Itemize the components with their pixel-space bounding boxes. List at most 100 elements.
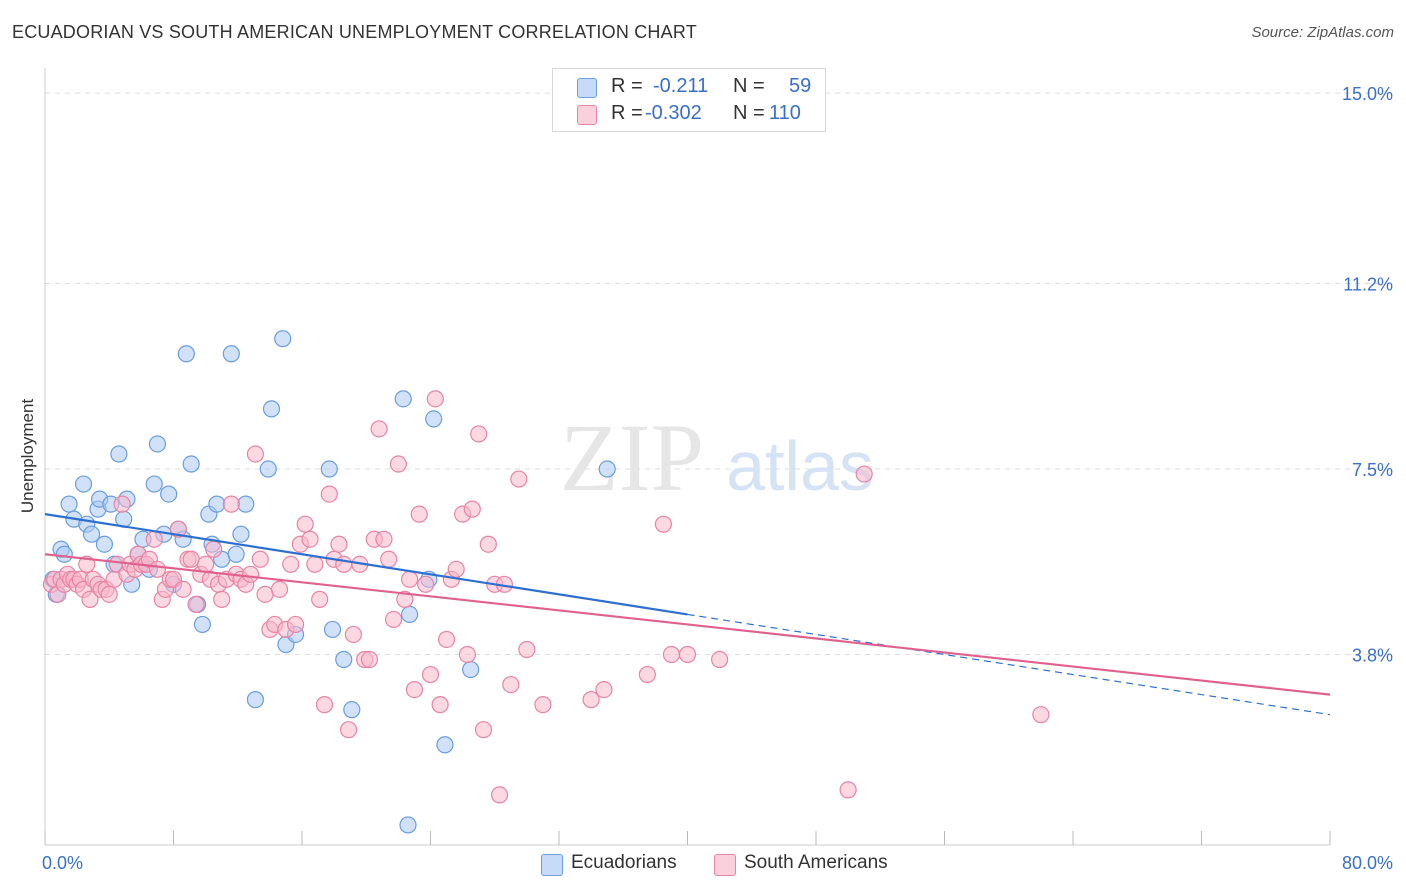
south-american-point (518, 640, 536, 659)
ecuadorian-point (145, 475, 163, 493)
ecuadorian-trend-line (44, 513, 688, 616)
ecuadorian-point (55, 545, 73, 563)
ecuadorian-point (193, 615, 212, 634)
south-american-point (389, 455, 407, 473)
south-american-point (301, 530, 319, 548)
bottom-legend-label: Ecuadorians (571, 852, 677, 873)
y-tick-label: 3.8% (1352, 646, 1393, 666)
ecuadorian-point (399, 816, 417, 834)
legend-r-label: R = (611, 102, 643, 124)
ecuadorian-point (320, 460, 338, 478)
south-american-point (638, 665, 656, 684)
source-label: Source: ZipAtlas.com (1251, 24, 1394, 41)
south-american-point (490, 786, 509, 804)
south-american-point (113, 495, 131, 513)
ecuadorian-point (462, 660, 480, 679)
south-american-trend-line (44, 553, 1331, 696)
ecuadorian-point (74, 475, 93, 493)
south-american-point (222, 495, 240, 513)
y-axis-label: Unemployment (18, 399, 37, 514)
south-american-point (81, 590, 99, 608)
south-american-point (182, 550, 200, 568)
ecuadorian-point (262, 400, 281, 418)
ecuadorian-point (343, 701, 361, 719)
south-american-point (474, 721, 493, 739)
south-american-point (197, 555, 215, 573)
ecuadorian-point (208, 495, 226, 513)
south-american-point (320, 485, 338, 503)
x-tick-label-min: 0.0% (42, 853, 83, 873)
south-american-point (417, 575, 435, 593)
south-american-point (174, 580, 192, 598)
tick-labels: 3.8% 7.5% 11.2% 15.0% 0.0% 80.0% (42, 84, 1393, 873)
legend-swatch-pink (577, 105, 597, 125)
ecuadorian-point (160, 485, 178, 503)
data-points (42, 330, 1050, 834)
south-american-point (296, 515, 314, 533)
south-american-point (251, 550, 269, 568)
ecuadorian-point (237, 495, 255, 513)
south-american-point (711, 650, 729, 669)
south-american-point (502, 675, 520, 694)
ecuadorian-point (436, 736, 454, 754)
south-american-point (431, 696, 449, 714)
ecuadorian-point (323, 620, 342, 639)
south-american-point (246, 445, 265, 463)
south-american-point (213, 590, 231, 608)
south-american-point (360, 650, 379, 669)
ecuadorian-point (335, 650, 353, 669)
south-american-point (384, 610, 403, 629)
south-american-point (315, 696, 334, 714)
bottom-legend-swatch-pink (714, 854, 736, 876)
south-american-point (447, 560, 465, 578)
watermark: ZIP atlas (560, 404, 874, 511)
south-american-point (662, 645, 681, 664)
south-american-point (654, 515, 673, 533)
legend-r-label: R = (611, 75, 643, 97)
ecuadorian-point (274, 330, 292, 348)
ecuadorian-point (222, 345, 240, 363)
south-american-point (1032, 706, 1050, 724)
correlation-legend: R = -0.211 N = 59 R = -0.302 N = 110 (552, 68, 826, 132)
south-american-point (839, 781, 857, 799)
south-american-point (286, 615, 305, 634)
ecuadorian-point (227, 545, 245, 563)
watermark-atlas: atlas (726, 427, 874, 505)
south-american-point (426, 390, 444, 408)
south-american-point (678, 645, 697, 664)
south-american-point (205, 540, 223, 558)
legend-r-value: -0.302 (645, 102, 702, 124)
ecuadorian-point (177, 345, 195, 363)
south-american-point (401, 570, 419, 588)
ecuadorian-point (401, 605, 419, 624)
south-american-point (458, 645, 477, 664)
ecuadorian-point (148, 435, 167, 453)
south-american-point (282, 555, 300, 573)
south-american-point (311, 590, 329, 608)
ecuadorian-point (82, 525, 101, 543)
south-american-point (479, 535, 497, 553)
south-american-point (306, 555, 324, 573)
south-american-point (510, 470, 528, 488)
ecuadorian-point (95, 535, 114, 553)
south-american-point (463, 500, 481, 518)
ecuadorian-point (394, 390, 412, 408)
legend-n-value: 59 (789, 75, 812, 97)
trend-lines (44, 513, 1331, 716)
south-american-point (582, 691, 600, 709)
south-american-point (335, 555, 353, 573)
legend-r-value: -0.211 (653, 75, 709, 97)
south-american-point (534, 696, 552, 714)
ecuadorian-point (425, 410, 443, 428)
y-tick-label: 11.2% (1343, 275, 1393, 295)
south-american-point (437, 630, 456, 649)
x-tick-label-max: 80.0% (1342, 853, 1393, 873)
ecuadorian-point (598, 460, 616, 478)
south-american-point (187, 595, 205, 613)
bottom-legend-swatch-blue (541, 854, 563, 876)
ecuadorian-point (60, 495, 78, 513)
south-american-point (396, 590, 414, 608)
ecuadorian-point (110, 445, 128, 463)
ecuadorian-trend-extension (687, 613, 1331, 716)
south-american-point (421, 665, 440, 684)
